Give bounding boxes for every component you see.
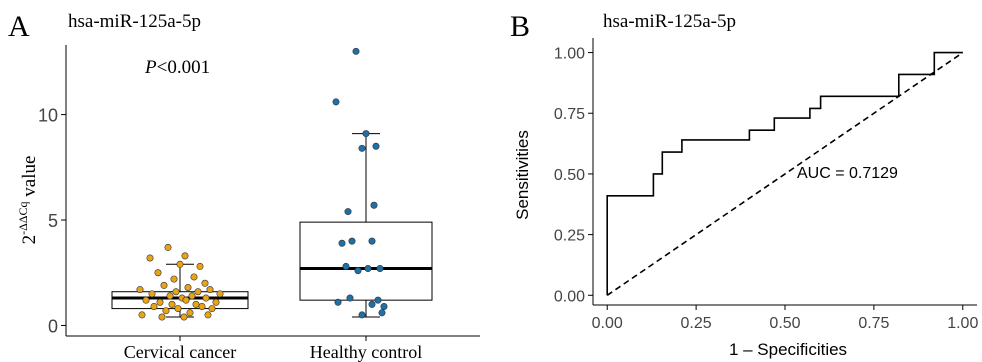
- data-point: [174, 305, 182, 313]
- data-point: [162, 307, 170, 315]
- panel-b-plot: 0.00 0.25 0.50 0.75 1.00 0.00 0.25 0.50 0.75 1.00: [554, 38, 978, 332]
- data-point: [368, 237, 376, 245]
- data-point: [344, 208, 352, 216]
- data-point: [160, 281, 168, 289]
- data-point: [138, 311, 146, 319]
- ylabel-base: 2: [19, 235, 40, 245]
- data-point: [358, 144, 366, 152]
- data-point: [164, 243, 172, 251]
- y-tick-label: 0.50: [554, 167, 585, 184]
- data-point: [334, 298, 342, 306]
- data-point: [362, 130, 370, 138]
- data-point: [378, 309, 386, 317]
- data-point: [364, 265, 372, 273]
- x-tick-label: 1.00: [947, 315, 978, 332]
- panel-b-title: hsa-miR-125a-5p: [603, 11, 736, 32]
- panel-b-y-axis-label: Sensitivities: [513, 130, 532, 220]
- y-tick-label: 0: [48, 316, 58, 336]
- panel-b-auc-annotation: AUC = 0.7129: [797, 165, 898, 182]
- ylabel-rest: value: [19, 156, 40, 202]
- x-tick-label: 0.75: [858, 315, 889, 332]
- y-tick-label: 10: [38, 106, 58, 126]
- x-tick-label: 0.00: [592, 315, 623, 332]
- data-point: [170, 275, 178, 283]
- pvalue-symbol: P: [144, 57, 157, 78]
- data-point: [201, 279, 209, 287]
- data-point: [194, 288, 202, 296]
- y-tick-label: 0.75: [554, 106, 585, 123]
- panel-a-plot: 0 5 10 Cervical cancer Healthy control: [38, 45, 480, 362]
- data-point: [370, 201, 378, 209]
- data-point: [146, 254, 154, 262]
- data-point: [380, 302, 388, 310]
- data-point: [346, 294, 354, 302]
- roc-curve: [606, 51, 963, 296]
- data-point: [204, 311, 212, 319]
- data-point: [154, 269, 162, 277]
- data-point: [166, 292, 174, 300]
- data-point: [142, 296, 150, 304]
- data-point: [176, 260, 184, 268]
- data-point: [206, 286, 214, 294]
- data-point: [202, 294, 210, 302]
- x-tick-label: 0.25: [681, 315, 712, 332]
- data-point: [368, 300, 376, 308]
- data-point: [180, 313, 188, 321]
- data-point: [192, 300, 200, 308]
- data-point: [172, 288, 180, 296]
- data-point: [338, 239, 346, 247]
- data-point: [372, 142, 380, 150]
- data-point: [156, 298, 164, 306]
- data-point: [198, 302, 206, 310]
- data-point: [212, 298, 220, 306]
- panel-a-y-axis-label: 2-ΔΔCq value: [16, 156, 40, 245]
- x-tick-label: Healthy control: [310, 342, 422, 362]
- data-point: [150, 302, 158, 310]
- data-point: [342, 262, 350, 270]
- x-tick-label: Cervical cancer: [124, 342, 236, 362]
- data-point: [376, 265, 384, 273]
- ylabel-superscript: -ΔΔCq: [16, 201, 30, 234]
- data-point: [352, 47, 360, 55]
- data-point: [374, 296, 382, 304]
- y-tick-label: 0.00: [554, 288, 585, 305]
- data-point: [158, 313, 166, 321]
- x-tick-label: 0.50: [769, 315, 800, 332]
- data-point: [181, 252, 189, 260]
- data-point: [184, 283, 192, 291]
- data-point: [358, 311, 366, 319]
- pvalue-value: <0.001: [157, 57, 210, 78]
- data-point: [182, 296, 190, 304]
- y-tick-label: 1.00: [554, 46, 585, 63]
- panel-a-pvalue: P<0.001: [144, 57, 210, 78]
- y-tick-label: 5: [48, 211, 58, 231]
- data-point: [188, 292, 196, 300]
- data-point: [186, 309, 194, 317]
- data-point: [168, 300, 176, 308]
- reference-diagonal-line: [606, 51, 964, 296]
- panel-a-label: A: [8, 10, 30, 43]
- box-iqr: [299, 221, 433, 301]
- data-point: [348, 237, 356, 245]
- data-point: [190, 273, 198, 281]
- data-point: [196, 262, 204, 270]
- y-tick-label: 0.25: [554, 228, 585, 245]
- panel-b-x-axis-label: 1 – Specificities: [729, 340, 847, 359]
- data-point: [354, 267, 362, 275]
- data-point: [332, 98, 340, 106]
- panel-b-label: B: [510, 10, 530, 43]
- panel-a-title: hsa-miR-125a-5p: [68, 11, 201, 32]
- data-point: [216, 290, 224, 298]
- data-point: [136, 286, 144, 294]
- data-point: [208, 305, 216, 313]
- data-point: [148, 290, 156, 298]
